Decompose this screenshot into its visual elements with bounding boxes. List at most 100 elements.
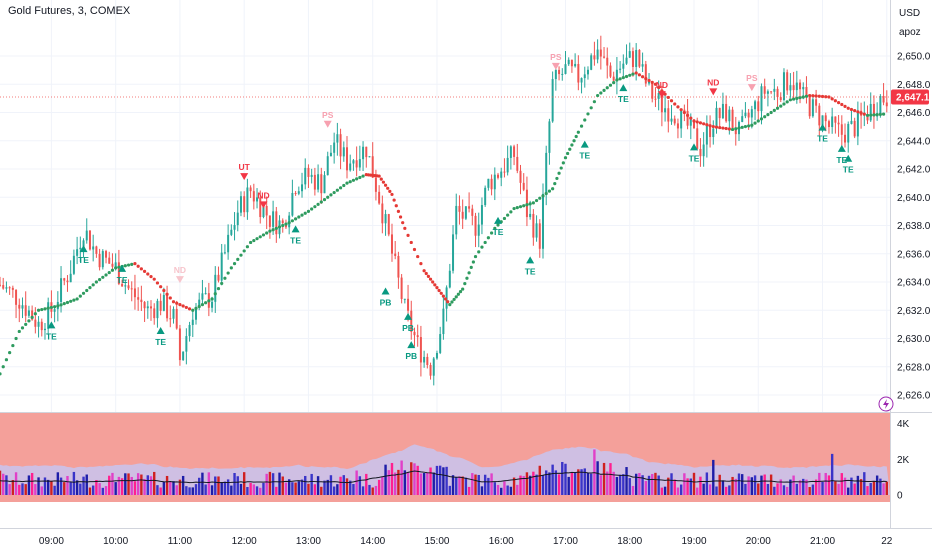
trail-dot	[458, 290, 463, 294]
volume-bar	[535, 474, 538, 495]
volume-axis: 4K 2K 0	[897, 419, 910, 501]
candle-body	[782, 72, 785, 100]
candle-body	[211, 301, 214, 308]
trail-dot	[126, 263, 131, 267]
signal-label: TE	[78, 255, 89, 265]
volume-bar	[471, 473, 474, 495]
price-axis[interactable]: 2,626.0 2,628.0 2,630.0 2,632.0 2,634.0 2,636…	[897, 52, 931, 402]
trail-dot	[568, 147, 572, 151]
trail-dot	[512, 206, 516, 211]
candle-body	[358, 159, 361, 168]
trail-dot	[437, 288, 441, 293]
candle-body	[844, 134, 847, 143]
price-pane	[0, 0, 890, 412]
candle-body	[346, 147, 349, 171]
trail-dot	[596, 93, 600, 98]
trail-dot	[104, 273, 108, 277]
signal-label: TE	[46, 331, 57, 341]
candle-body	[220, 252, 223, 281]
signal-arrow-up-icon	[291, 225, 300, 233]
volume-bar	[361, 486, 365, 495]
candle-body	[776, 88, 779, 98]
volume-bar	[24, 484, 27, 495]
trail-dot	[226, 271, 230, 275]
trail-dot	[483, 240, 487, 245]
volume-bar	[814, 479, 818, 495]
volume-bar	[59, 477, 63, 495]
trail-dot	[98, 278, 102, 282]
volume-bar	[287, 479, 291, 495]
trail-dot	[583, 118, 587, 122]
candle-body	[188, 325, 191, 337]
signal-arrow-up-icon	[619, 84, 628, 92]
signal-pb-10: PB	[402, 312, 414, 333]
trail-dot	[531, 201, 535, 205]
volume-bar	[676, 487, 680, 495]
volume-bar	[233, 472, 236, 495]
trail-dot	[574, 134, 578, 139]
candle-body	[60, 278, 63, 302]
trail-dot	[814, 94, 818, 98]
candle-body	[747, 112, 750, 118]
signal-arrow-up-icon	[404, 312, 413, 320]
volume-bar	[795, 483, 799, 495]
volume-bar	[66, 476, 69, 495]
trail-dot	[191, 308, 195, 312]
candle-body	[561, 73, 564, 75]
candle-body	[789, 85, 792, 91]
candle-body	[538, 223, 541, 249]
volume-bar	[426, 472, 429, 495]
trail-dot	[769, 110, 773, 115]
candle-body	[644, 64, 647, 84]
candle-body	[593, 55, 596, 60]
candle-body	[227, 234, 230, 253]
candle-body	[586, 69, 589, 75]
candle-body	[262, 205, 265, 218]
signal-te-7: TE	[290, 225, 301, 245]
volume-bar	[37, 477, 40, 495]
volume-bar	[419, 473, 423, 495]
volume-bar	[5, 475, 8, 495]
volume-bar	[156, 485, 159, 495]
candle-body	[718, 107, 721, 119]
volume-bar	[747, 476, 750, 495]
trail-dot	[277, 225, 282, 229]
trail-dot	[441, 294, 445, 298]
trail-dot	[637, 73, 641, 77]
volume-bar	[198, 477, 201, 495]
volume-bar	[358, 476, 362, 495]
candle-body	[612, 76, 615, 81]
trail-dot	[824, 95, 828, 99]
lightning-glyph	[883, 399, 889, 409]
trail-dot	[162, 288, 166, 293]
currency-label[interactable]: USD	[899, 8, 920, 19]
trail-dot	[502, 216, 507, 221]
candle-body	[429, 365, 432, 376]
volume-bar	[782, 485, 786, 495]
volume-tick-label: 0	[897, 491, 903, 502]
volume-bar	[108, 475, 111, 495]
trail-dot	[878, 112, 882, 116]
volume-bar	[320, 486, 323, 495]
trail-dot	[401, 221, 405, 225]
time-axis[interactable]: 09:00 10:00 11:00 12:00 13:00 14:00 15:00 16:00…	[39, 536, 893, 547]
trail-dot	[486, 236, 490, 240]
candle-body	[301, 184, 304, 192]
candle-body	[840, 124, 843, 135]
candle-body	[461, 211, 464, 219]
trail-dot	[422, 269, 426, 273]
trail-dot	[714, 125, 719, 129]
trail-dot	[355, 177, 359, 181]
trail-dot	[463, 282, 467, 286]
signal-arrow-up-icon	[494, 216, 503, 224]
candle-body	[712, 128, 715, 138]
candle-body	[233, 225, 236, 230]
trail-dot	[570, 143, 574, 147]
candle-body	[442, 308, 445, 335]
trail-dot	[392, 198, 396, 202]
candle-body	[693, 119, 696, 129]
candle-body	[432, 358, 435, 376]
candle-body	[603, 56, 606, 58]
candle-body	[326, 156, 329, 176]
volume-bar	[651, 473, 654, 495]
